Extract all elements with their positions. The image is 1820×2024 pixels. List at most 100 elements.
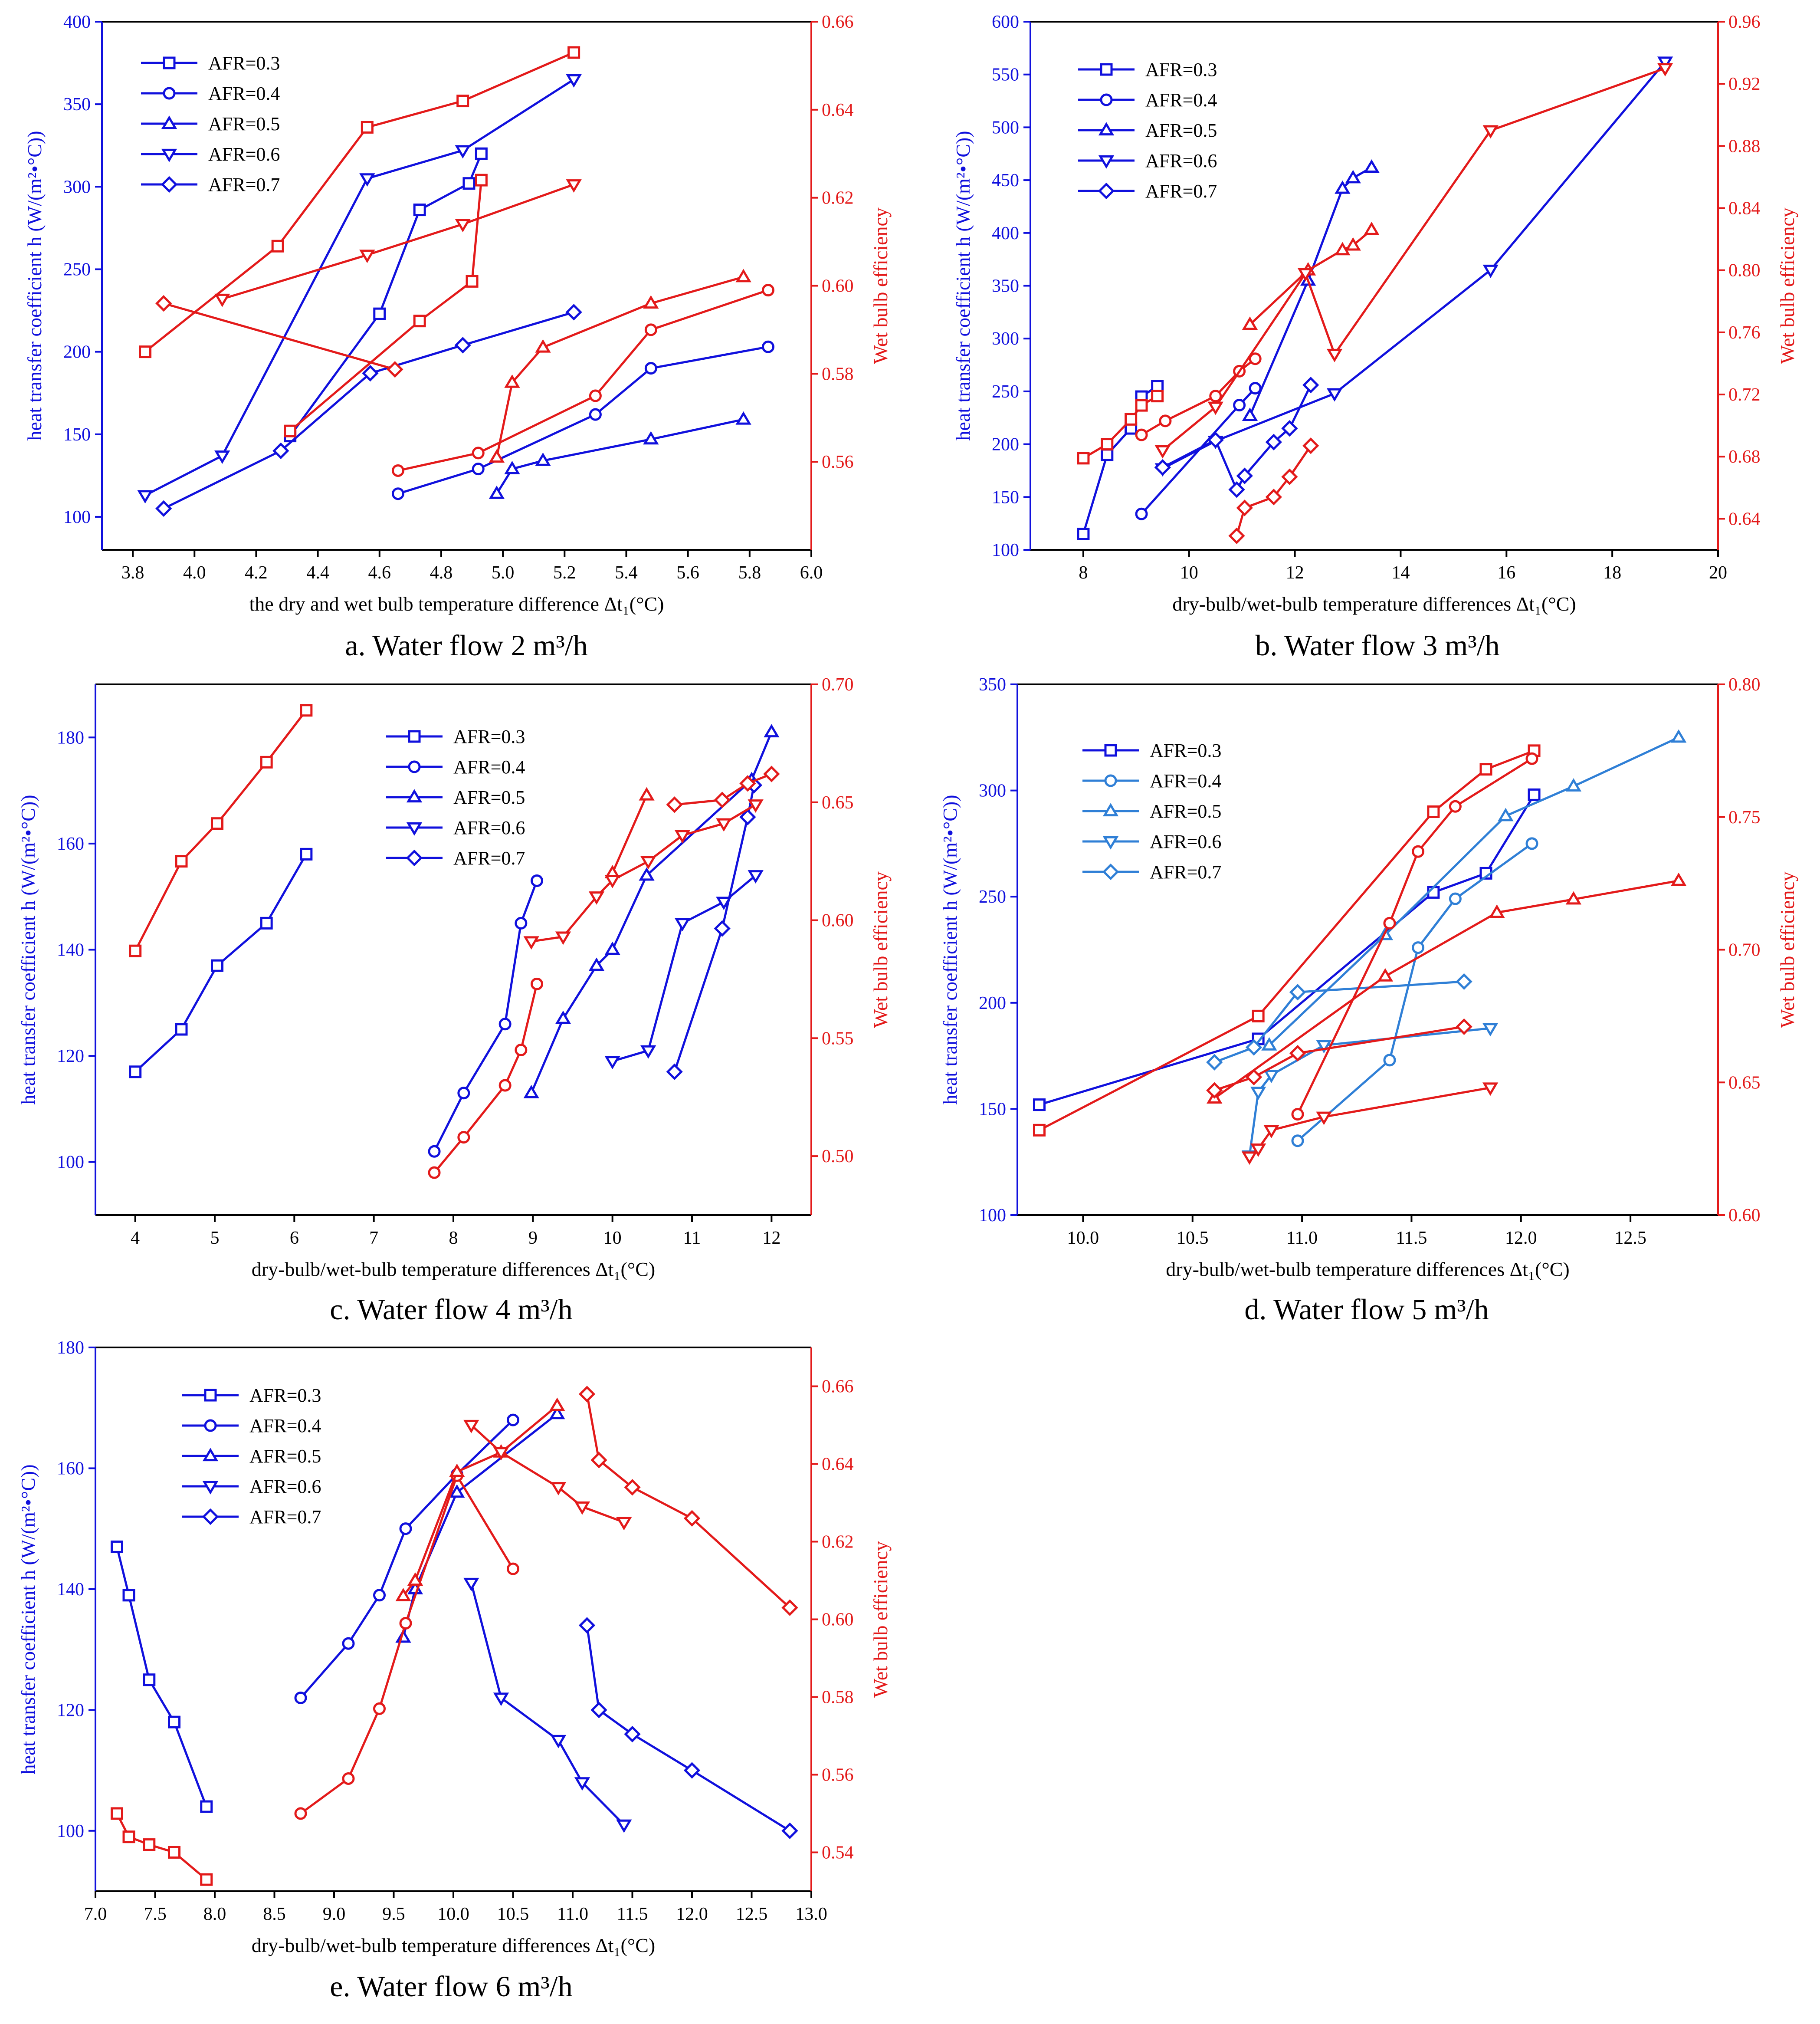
data-point bbox=[300, 704, 313, 717]
series-line bbox=[222, 183, 574, 300]
x-tick-label: 16 bbox=[1497, 563, 1515, 583]
series-b-2 bbox=[1242, 159, 1380, 421]
legend-marker bbox=[1098, 122, 1115, 136]
legend-label: AFR=0.3 bbox=[208, 53, 280, 74]
y-right-tick-label: 0.66 bbox=[822, 12, 854, 32]
data-point bbox=[362, 365, 379, 382]
x-tick-label: 12 bbox=[762, 1228, 780, 1248]
series-e-1 bbox=[294, 1413, 519, 1704]
y-left-tick-label: 350 bbox=[979, 675, 1006, 695]
data-point bbox=[1364, 221, 1380, 235]
series-line bbox=[163, 311, 574, 510]
legend: AFR=0.3 AFR=0.4 AFR=0.5 AFR=0.6 AFR=0.7 bbox=[386, 726, 525, 869]
data-point bbox=[1456, 973, 1472, 990]
x-tick-label: 5.6 bbox=[676, 563, 699, 583]
legend-marker bbox=[161, 148, 177, 162]
y-right-tick-label: 0.64 bbox=[822, 1455, 854, 1475]
data-point bbox=[555, 931, 571, 945]
data-point bbox=[1297, 268, 1314, 282]
y-left-tick-label: 400 bbox=[992, 223, 1019, 243]
x-tick-label: 12 bbox=[1286, 563, 1304, 583]
x-tick-label: 4.8 bbox=[430, 563, 453, 583]
series-c-0 bbox=[129, 848, 313, 1078]
data-point bbox=[674, 918, 691, 932]
series-line bbox=[397, 289, 769, 472]
series-line bbox=[1162, 67, 1666, 451]
data-point bbox=[1291, 1134, 1304, 1147]
data-point bbox=[1383, 1054, 1396, 1067]
y-right-tick-label: 0.54 bbox=[822, 1843, 854, 1863]
chart-panel-e: 7.0 7.5 8.0 8.5 9.0 9.5 10.0 10.5 11.0 11.5 12.0 12… bbox=[17, 1338, 892, 2003]
y-right-tick-label: 0.56 bbox=[822, 452, 854, 472]
data-point bbox=[555, 1010, 571, 1024]
data-point bbox=[1528, 788, 1541, 801]
x-tick-label: 14 bbox=[1391, 563, 1410, 583]
legend-label: AFR=0.6 bbox=[1150, 831, 1221, 852]
data-point bbox=[399, 1617, 412, 1630]
data-point bbox=[493, 1447, 509, 1461]
legend-label: AFR=0.6 bbox=[453, 817, 525, 838]
data-point bbox=[639, 867, 655, 881]
data-point bbox=[604, 1056, 620, 1070]
y-right-tick-label: 0.50 bbox=[822, 1147, 854, 1166]
data-point bbox=[413, 315, 426, 328]
data-point bbox=[674, 830, 691, 844]
series-c-9 bbox=[666, 766, 780, 813]
series-line bbox=[531, 804, 756, 943]
data-point bbox=[294, 1807, 307, 1820]
data-point bbox=[1209, 390, 1222, 403]
x-tick-label: 10.0 bbox=[1067, 1228, 1099, 1248]
x-axis-title: the dry and wet bulb temperature differe… bbox=[249, 593, 664, 615]
data-point bbox=[1263, 1070, 1279, 1083]
chart-panel-a: 3.8 4.0 4.2 4.4 4.6 4.8 5.0 5.2 5.4 5.6 5.8 6.0 100 1… bbox=[23, 12, 892, 662]
series-d-5 bbox=[1033, 744, 1541, 1137]
data-point bbox=[155, 500, 172, 517]
data-point bbox=[407, 1572, 423, 1586]
data-point bbox=[489, 449, 505, 463]
data-point bbox=[1033, 1098, 1046, 1111]
x-tick-label: 20 bbox=[1709, 563, 1727, 583]
series-d-7 bbox=[1207, 872, 1687, 1104]
legend-marker bbox=[1104, 774, 1117, 787]
y-right-tick-label: 0.62 bbox=[822, 1532, 854, 1552]
y-left-tick-label: 160 bbox=[57, 834, 84, 854]
data-point bbox=[1565, 891, 1582, 905]
data-point bbox=[567, 46, 580, 59]
data-point bbox=[463, 1419, 479, 1433]
y-right-axis-title: Wet bulb efficiency bbox=[869, 871, 892, 1028]
data-point bbox=[523, 936, 539, 950]
data-point bbox=[644, 362, 657, 375]
data-point bbox=[1151, 380, 1164, 393]
data-point bbox=[129, 1065, 142, 1078]
data-point bbox=[428, 1166, 441, 1179]
data-point bbox=[1241, 1151, 1258, 1165]
data-point bbox=[1482, 264, 1499, 278]
data-point bbox=[1482, 1082, 1499, 1096]
data-point bbox=[640, 856, 656, 870]
data-point bbox=[122, 1830, 135, 1843]
data-point bbox=[515, 917, 528, 930]
x-tick-label: 12.0 bbox=[1505, 1228, 1537, 1248]
legend-marker bbox=[1104, 744, 1117, 757]
data-point bbox=[565, 304, 582, 321]
data-point bbox=[1289, 1045, 1306, 1062]
y-left-tick-label: 140 bbox=[57, 1580, 84, 1600]
y-left-tick-label: 100 bbox=[63, 507, 91, 527]
y-left-tick-label: 550 bbox=[992, 65, 1019, 85]
data-point bbox=[624, 1725, 641, 1743]
data-point bbox=[1412, 941, 1425, 954]
legend-marker bbox=[1102, 863, 1119, 881]
data-point bbox=[214, 450, 230, 464]
data-point bbox=[168, 1846, 180, 1859]
legend-label: AFR=0.7 bbox=[453, 848, 525, 869]
data-point bbox=[1383, 917, 1396, 930]
data-point bbox=[761, 284, 774, 297]
data-point bbox=[616, 1819, 632, 1833]
legend-marker bbox=[1102, 836, 1119, 850]
series-line bbox=[1213, 880, 1679, 1099]
data-point bbox=[574, 1501, 590, 1515]
series-line bbox=[586, 1625, 790, 1832]
x-tick-label: 4.6 bbox=[368, 563, 391, 583]
series-b-8 bbox=[1154, 63, 1673, 459]
legend-marker bbox=[1100, 63, 1113, 76]
